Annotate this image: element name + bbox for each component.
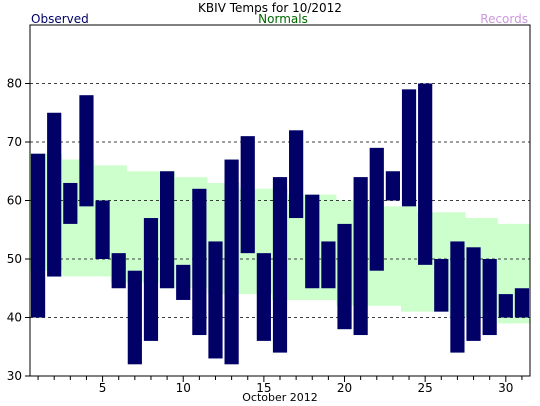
- observed-bar-day-31: [514, 288, 530, 318]
- observed-bar-day-2: [47, 112, 62, 277]
- chart-title: KBIV Temps for 10/2012: [198, 1, 342, 15]
- observed-bar-day-26: [434, 259, 449, 312]
- observed-bar-day-19: [321, 241, 336, 289]
- observed-bar-day-16: [272, 177, 288, 353]
- y-tick-label-30: 30: [7, 369, 22, 383]
- observed-bar-day-14: [240, 136, 255, 254]
- observed-bar-day-17: [289, 130, 304, 219]
- observed-bar-day-5: [95, 200, 110, 259]
- observed-bar-day-29: [482, 259, 497, 336]
- y-tick-label-50: 50: [7, 252, 22, 266]
- observed-bar-day-9: [160, 171, 175, 289]
- x-tick-label-10: 10: [176, 381, 191, 395]
- observed-bar-day-28: [466, 247, 481, 341]
- legend-observed: Observed: [31, 12, 89, 26]
- observed-bar-day-12: [208, 241, 223, 359]
- x-tick-label-20: 20: [337, 381, 352, 395]
- legend-records: Records: [480, 12, 528, 26]
- observed-bar-day-7: [127, 270, 142, 365]
- y-tick-label-60: 60: [7, 194, 22, 208]
- y-tick-label-40: 40: [7, 311, 22, 325]
- observed-bar-day-20: [337, 223, 352, 330]
- observed-bar-day-6: [111, 253, 126, 289]
- observed-bar-day-30: [498, 294, 513, 318]
- legend-normals: Normals: [258, 12, 308, 26]
- observed-bar-day-8: [143, 218, 159, 341]
- observed-bar-day-18: [305, 194, 320, 289]
- observed-bar-day-27: [450, 241, 465, 353]
- x-axis-label: October 2012: [242, 391, 318, 404]
- y-tick-label-80: 80: [7, 77, 22, 91]
- x-tick-label-5: 5: [99, 381, 107, 395]
- observed-bar-day-1: [30, 153, 46, 318]
- observed-bar-day-24: [401, 89, 417, 207]
- observed-bar-day-22: [369, 147, 384, 271]
- x-tick-label-15: 15: [256, 381, 271, 395]
- observed-bar-day-10: [176, 264, 191, 300]
- observed-bar-day-21: [353, 177, 368, 336]
- y-tick-label-70: 70: [7, 135, 22, 149]
- observed-bar-day-13: [224, 159, 239, 365]
- tick-layer: 30 40 50 60 70 80 5 10 15 20 25 30: [7, 77, 523, 395]
- observed-bar-day-11: [192, 188, 207, 336]
- observed-bar-day-15: [256, 253, 271, 341]
- x-tick-label-25: 25: [418, 381, 433, 395]
- observed-bar-layer: [30, 83, 530, 365]
- observed-bar-day-25: [418, 83, 433, 265]
- observed-bar-day-3: [63, 182, 78, 224]
- observed-bar-day-23: [385, 171, 400, 201]
- x-tick-label-30: 30: [498, 381, 513, 395]
- observed-bar-day-4: [79, 95, 94, 207]
